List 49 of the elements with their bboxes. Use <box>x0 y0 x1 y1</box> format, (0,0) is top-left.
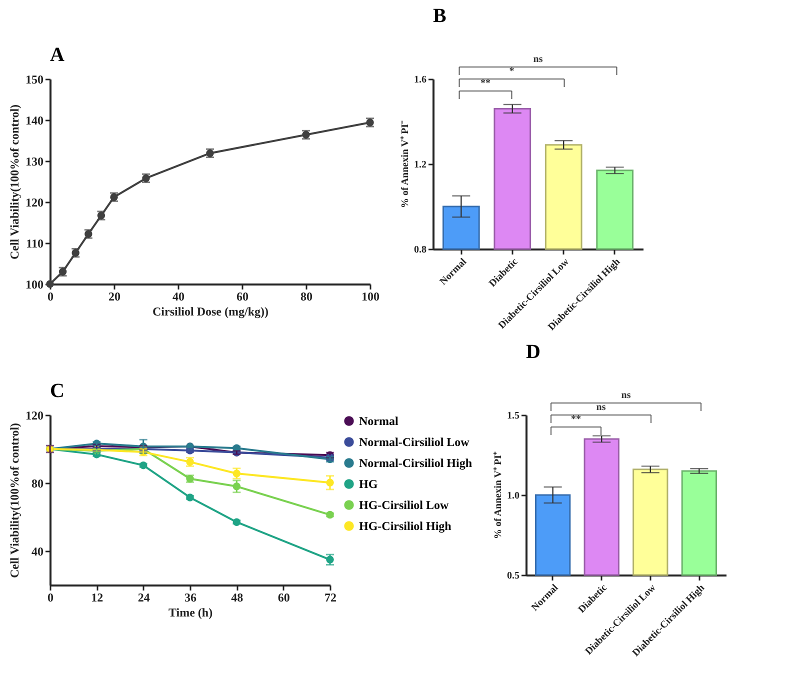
x-tick-label: 0 <box>48 290 54 304</box>
x-tick-label: 36 <box>184 590 196 604</box>
y-tick-label: 0.5 <box>507 570 520 582</box>
y-tick-label: 1.0 <box>507 490 520 502</box>
y-axis-title: % of Annexin V⁺ PI⁺ <box>493 451 504 539</box>
y-tick-label: 140 <box>26 114 44 128</box>
x-tick-label: 48 <box>231 590 244 604</box>
y-tick-label: 1.6 <box>414 74 426 86</box>
y-axis-title: Cell Viability(100%of control) <box>8 104 22 260</box>
x-tick-label: 60 <box>278 590 290 604</box>
y-tick-label: 120 <box>26 408 44 422</box>
legend-label: HG-Cirsiliol High <box>359 519 452 533</box>
legend-label: Normal <box>359 414 399 428</box>
x-tick-label: 20 <box>108 290 120 304</box>
y-tick-label: 0.8 <box>414 244 426 256</box>
x-tick-label: 12 <box>91 590 104 604</box>
x-tick-label: 80 <box>300 290 312 304</box>
x-tick-label: 60 <box>236 290 248 304</box>
text: * <box>509 66 514 77</box>
y-tick-label: 130 <box>26 154 44 168</box>
text: ns <box>533 54 543 65</box>
y-axis-title: Cell Viability(100%of control) <box>8 422 22 578</box>
x-tick-label: 0 <box>48 590 54 604</box>
annotation: ** <box>480 78 490 89</box>
legend-label: HG <box>359 477 378 491</box>
annotation: ** <box>571 414 581 425</box>
y-tick-label: 1.2 <box>414 160 426 170</box>
text: ns <box>596 402 606 413</box>
chart-title: D <box>526 341 540 363</box>
chart-title: B <box>433 5 446 27</box>
legend-label: Normal-Cirsiliol Low <box>359 435 470 449</box>
y-tick-label: 1.5 <box>507 410 520 422</box>
y-tick-label: 110 <box>26 236 44 250</box>
chart-title: A <box>50 44 65 66</box>
x-tick-label: 100 <box>362 290 380 304</box>
legend-label: HG-Cirsiliol Low <box>359 498 449 512</box>
x-tick-label: 40 <box>172 290 184 304</box>
x-tick-label: 24 <box>138 590 150 604</box>
legend-label: Normal-Cirsiliol High <box>359 456 472 470</box>
y-tick-label: 120 <box>26 196 44 210</box>
x-axis-title: Time (h) <box>168 606 213 620</box>
y-tick-label: 150 <box>26 72 44 86</box>
y-tick-label: 40 <box>32 544 44 558</box>
y-tick-label: 80 <box>32 476 44 490</box>
x-axis-title: Cirsiliol Dose (mg/kg)) <box>152 304 268 318</box>
chart-title: C <box>50 380 64 402</box>
text: ns <box>621 390 631 401</box>
x-tick-label: 72 <box>324 590 336 604</box>
y-axis-title: % of Annexin V⁺ PI⁻ <box>400 120 411 208</box>
